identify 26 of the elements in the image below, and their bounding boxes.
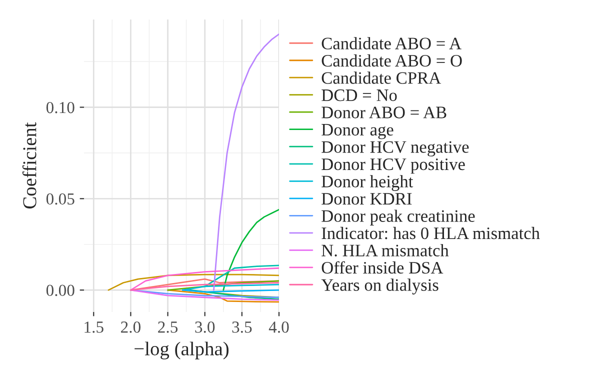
x-axis-title: −log (alpha) [134, 342, 229, 360]
legend-label: Donor HCV positive [322, 158, 465, 174]
legend-label: Indicator: has 0 HLA mismatch [322, 226, 540, 240]
x-tick-label: 3.5 [232, 322, 252, 333]
legend-label: Donor ABO = AB [322, 106, 446, 118]
legend-label: Donor peak creatinine [322, 210, 475, 226]
legend-label: Donor height [322, 175, 414, 191]
legend-label: Donor KDRI [322, 193, 412, 205]
legend-label: Donor age [322, 124, 394, 140]
legend-label: Candidate ABO = O [322, 54, 462, 67]
y-axis-title: Coefficient [22, 122, 36, 209]
legend-label: Offer inside DSA [322, 261, 444, 274]
x-tick-label: 3.0 [195, 322, 215, 333]
legend-label: DCD = No [322, 89, 397, 102]
y-tick-label: 0.10 [46, 102, 74, 114]
y-tick-label: 0.05 [46, 193, 74, 205]
x-tick-label: 2.0 [121, 322, 140, 333]
x-tick-label: 4.0 [268, 322, 289, 333]
legend-label: Donor HCV negative [322, 141, 469, 156]
x-tick-label: 1.5 [84, 322, 104, 333]
legend-label: Candidate ABO = A [322, 37, 462, 50]
legend-label: Candidate CPRA [322, 72, 442, 84]
legend-label: N. HLA mismatch [322, 244, 449, 256]
y-tick-label: 0.00 [46, 284, 74, 296]
legend-label: Years on dialysis [321, 278, 438, 294]
x-tick-label: 2.5 [158, 322, 178, 333]
